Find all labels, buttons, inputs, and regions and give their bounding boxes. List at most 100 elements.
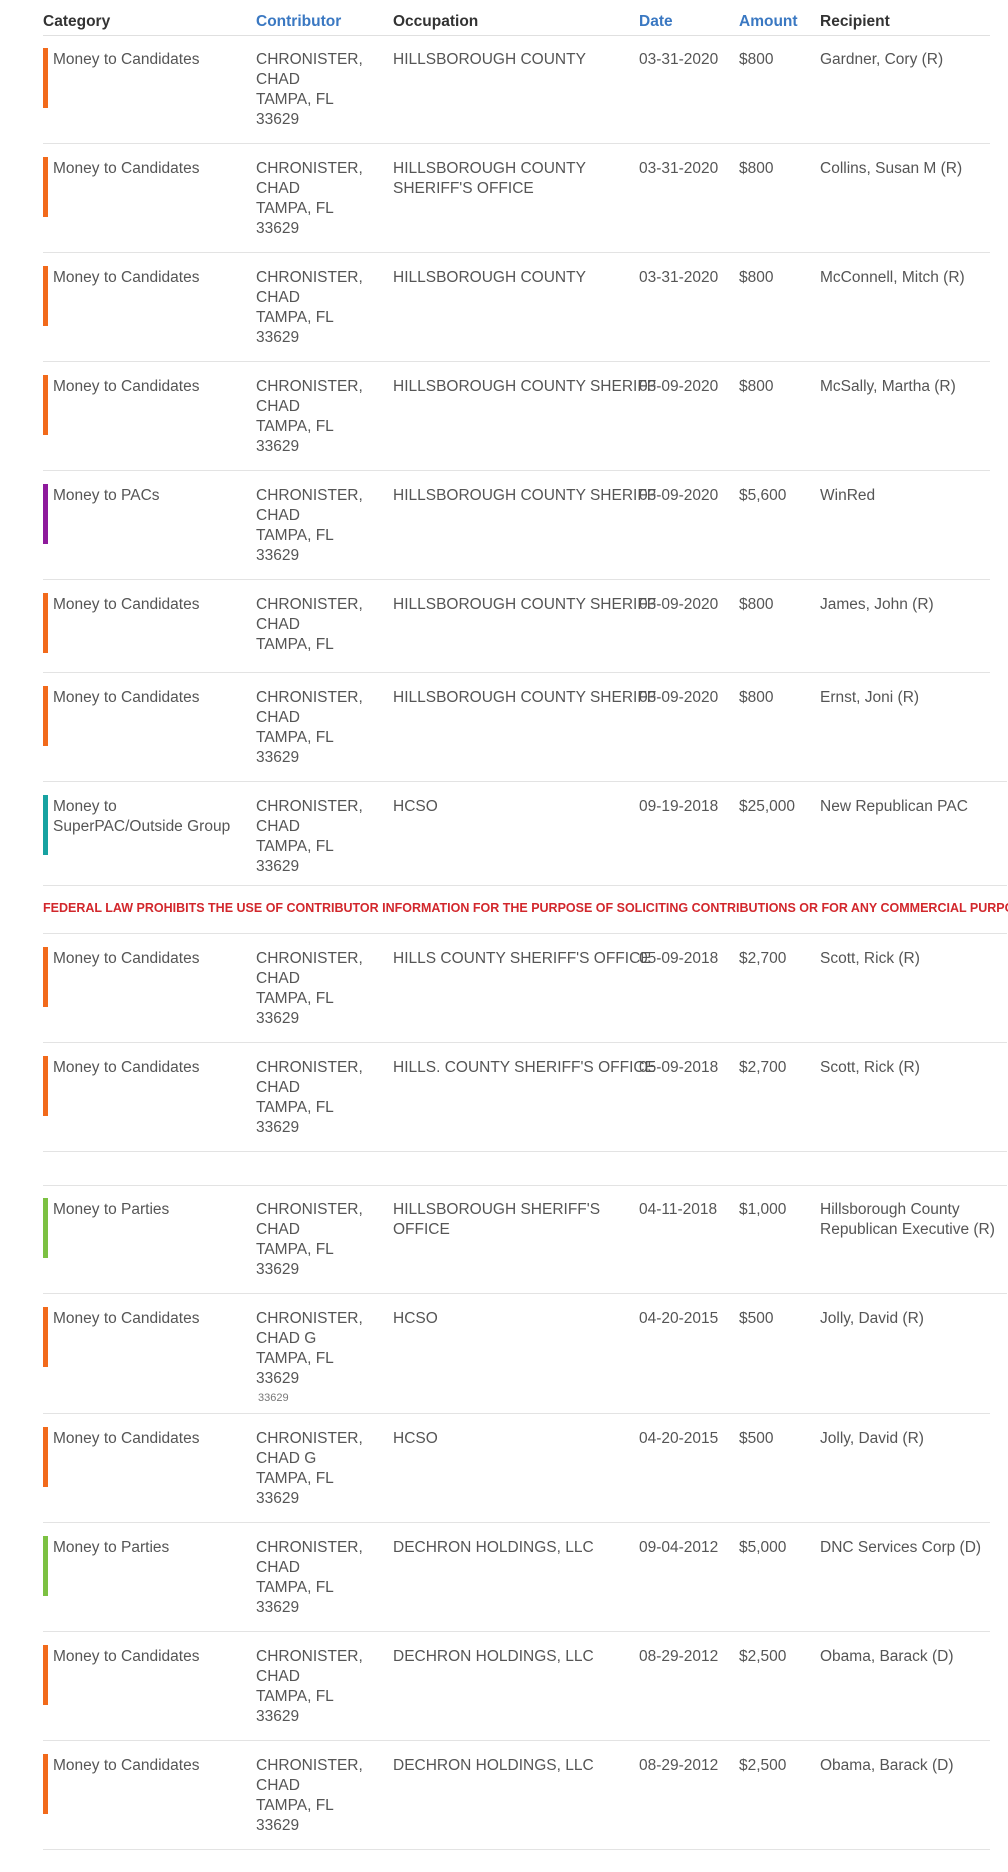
contributor-cell-line: TAMPA, FL [256,1579,334,1596]
recipient-cell-line: McConnell, Mitch (R) [820,269,965,286]
recipient-cell-line: Scott, Rick (R) [820,950,920,967]
amount-cell: $2,500 [739,1757,787,1774]
occupation-cell-line: HILLSBOROUGH COUNTY SHERIFF [393,689,657,706]
occupation-cell-line: HILLS COUNTY SHERIFF'S OFFICE [393,950,651,967]
occupation-cell: HILLSBOROUGH COUNTY [393,50,623,70]
recipient-cell: Ernst, Joni (R) [820,688,1000,708]
table-row: Money to PACs CHRONISTER, CHAD TAMPA, FL 336… [43,472,990,580]
contributor-cell-line: CHRONISTER, [256,689,363,706]
header-category[interactable]: Category [43,13,111,30]
category-cell: Money to Candidates [53,269,200,286]
header-date[interactable]: Date [639,13,673,30]
contributor-cell: CHRONISTER, CHAD TAMPA, FL 33629 [256,159,366,239]
contributor-cell: CHRONISTER, CHAD TAMPA, FL 33629 [256,50,366,130]
contributor-cell: CHRONISTER, CHAD TAMPA, FL 33629 [256,1647,366,1727]
contributor-cell-line: CHRONISTER, [256,798,363,815]
contributor-cell-line: TAMPA, FL [256,1470,334,1487]
contributor-cell-line: 33629 [256,220,300,237]
category-cell-line: SuperPAC/Outside Group [53,818,231,835]
date-cell: 05-09-2018 [639,950,719,967]
category-cell: Money to PACs [53,487,160,504]
contributor-cell-line: CHAD [256,398,300,415]
contributor-cell: CHRONISTER, CHAD TAMPA, FL 33629 [256,377,366,457]
occupation-cell: HILLSBOROUGH COUNTY [393,268,623,288]
date-cell: 04-20-2015 [639,1310,719,1327]
category-cell: Money to Candidates [53,950,200,967]
occupation-cell: HCSO [393,797,623,817]
category-color-bar [43,1536,48,1596]
category-color-bar [43,593,48,653]
amount-cell: $1,000 [739,1201,787,1218]
category-cell: Money to Candidates [53,1648,200,1665]
contributor-cell-line: CHAD [256,1777,300,1794]
category-color-bar [43,484,48,544]
occupation-cell-line: OFFICE [393,1221,450,1238]
contributor-cell-line: CHRONISTER, [256,160,363,177]
contributor-cell: CHRONISTER, CHAD G TAMPA, FL 33629 [256,1309,366,1389]
date-cell: 03-31-2020 [639,51,719,68]
contributor-cell-line: TAMPA, FL [256,1797,334,1814]
occupation-cell: HILLS. COUNTY SHERIFF'S OFFICE [393,1058,655,1078]
occupation-cell-line: HILLSBOROUGH COUNTY [393,51,586,68]
recipient-cell-line: McSally, Martha (R) [820,378,956,395]
occupation-cell-line: HILLSBOROUGH COUNTY SHERIFF [393,487,657,504]
recipient-cell: James, John (R) [820,595,1000,615]
contributor-cell-line: TAMPA, FL [256,309,334,326]
contributor-cell-line: CHAD [256,818,300,835]
contributor-cell-line: CHAD [256,1079,300,1096]
occupation-cell-line: HCSO [393,1430,438,1447]
date-cell: 04-11-2018 [639,1201,718,1218]
occupation-cell-line: HILLSBOROUGH COUNTY [393,160,586,177]
category-cell: Money to Candidates [53,1430,200,1447]
table-row: Money to Candidates CHRONISTER, CHAD TAMPA,… [43,1044,1007,1152]
occupation-cell-line: HILLSBOROUGH COUNTY SHERIFF [393,596,657,613]
category-cell: Money to Candidates [53,51,200,68]
header-contributor[interactable]: Contributor [256,13,342,30]
contributor-cell-line: 33629 [256,438,300,455]
amount-cell: $5,000 [739,1539,787,1556]
contributor-cell-line: CHRONISTER, [256,51,363,68]
recipient-cell-line: Obama, Barack (D) [820,1757,954,1774]
contributor-cell-line: TAMPA, FL [256,636,334,653]
recipient-cell-line: Jolly, David (R) [820,1310,924,1327]
contributor-cell-line: 33629 [256,547,300,564]
header-amount[interactable]: Amount [739,13,798,30]
recipient-cell: WinRed [820,486,1000,506]
table-header: Category Contributor Occupation Date Amo… [43,0,990,36]
occupation-cell-line: HCSO [393,798,438,815]
date-cell: 05-09-2018 [639,1059,719,1076]
occupation-cell-line: DECHRON HOLDINGS, LLC [393,1757,594,1774]
recipient-cell: Jolly, David (R) [820,1429,1000,1449]
recipient-cell: Hillsborough County Republican Executive … [820,1200,1000,1240]
recipient-cell: Obama, Barack (D) [820,1756,1000,1776]
amount-cell: $800 [739,269,774,286]
contributor-cell-line: TAMPA, FL [256,1688,334,1705]
table-row: Money to Candidates CHRONISTER, CHAD TAMPA,… [43,935,1007,1043]
contributor-cell: CHRONISTER, CHAD TAMPA, FL 33629 [256,1756,366,1836]
recipient-cell: New Republican PAC [820,797,1000,817]
category-cell: Money to Candidates [53,596,200,613]
contributor-cell-line: TAMPA, FL [256,838,334,855]
amount-cell: $800 [739,160,774,177]
contributor-cell-line: CHAD [256,709,300,726]
contributor-cell-line: 33629 [256,858,300,875]
overlap-text: 33629 [258,1392,289,1404]
occupation-cell: HILLSBOROUGH COUNTY SHERIFF [393,688,657,708]
recipient-cell: Scott, Rick (R) [820,949,1000,969]
occupation-cell-line: HILLSBOROUGH SHERIFF'S [393,1201,601,1218]
category-cell-line: Money to [53,798,117,815]
recipient-cell-line: Collins, Susan M (R) [820,160,963,177]
recipient-cell: Gardner, Cory (R) [820,50,1000,70]
recipient-cell-line: James, John (R) [820,596,934,613]
occupation-cell: HILLSBOROUGH COUNTY SHERIFF [393,377,656,397]
date-cell: 03-31-2020 [639,269,719,286]
category-cell: Money to Parties [53,1539,170,1556]
date-cell: 03-09-2020 [639,689,719,706]
contributor-cell-line: 33629 [256,1119,300,1136]
category-cell: Money to Candidates [53,689,200,706]
header-recipient[interactable]: Recipient [820,13,890,30]
contributor-cell: CHRONISTER, CHAD G TAMPA, FL 33629 [256,1429,366,1509]
header-occupation[interactable]: Occupation [393,13,479,30]
category-color-bar [43,686,48,746]
contributor-cell-line: CHRONISTER, [256,1539,363,1556]
